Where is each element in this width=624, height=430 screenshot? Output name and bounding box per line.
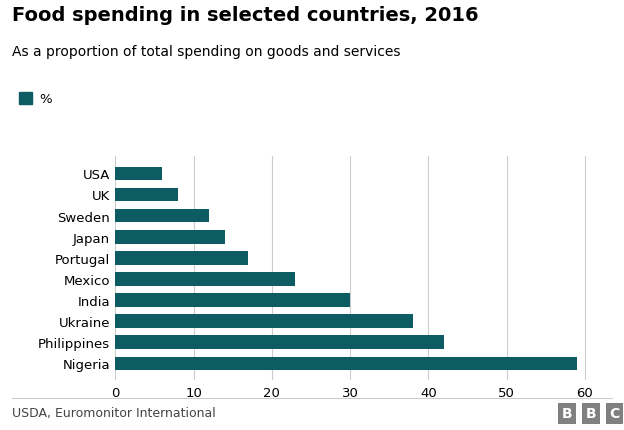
Text: B: B [562,406,573,420]
Bar [115,273,295,286]
Text: B: B [585,406,597,420]
Bar [115,209,209,223]
Bar [115,336,444,349]
Bar [115,252,248,265]
Text: As a proportion of total spending on goods and services: As a proportion of total spending on goo… [12,45,401,59]
Bar [115,230,225,244]
Bar [115,188,178,202]
Text: Food spending in selected countries, 2016: Food spending in selected countries, 201… [12,6,479,25]
Bar [115,315,413,328]
Text: USDA, Euromonitor International: USDA, Euromonitor International [12,406,217,419]
Legend: %: % [19,92,52,106]
Text: C: C [610,406,620,420]
Bar [115,357,577,370]
Bar [115,294,350,307]
Bar [115,167,162,181]
